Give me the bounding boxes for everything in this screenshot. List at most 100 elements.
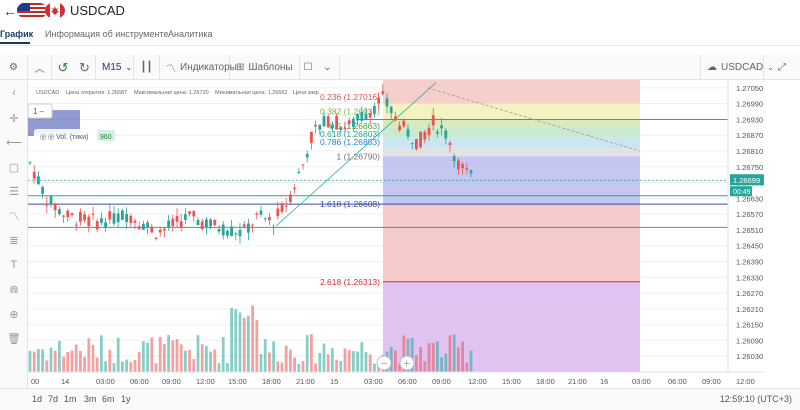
rectangle-tool-icon[interactable]: ▢ xyxy=(8,161,20,174)
price-chart[interactable]: 0.236 (1.27016)0.382 (1.26931)0.5 (1.268… xyxy=(27,80,764,388)
volume-bar xyxy=(326,354,330,372)
volume-bar xyxy=(230,307,233,372)
price-axis-label: 1.26150 xyxy=(736,321,763,330)
trend-line[interactable] xyxy=(275,82,437,227)
range-7d[interactable]: 7d xyxy=(48,394,59,404)
candle-body xyxy=(394,116,397,121)
candle-body xyxy=(158,229,162,233)
tab-instrument-info[interactable]: Информация об инструменте xyxy=(45,29,169,39)
chart-canvas[interactable]: 0.236 (1.27016)0.382 (1.26931)0.5 (1.268… xyxy=(27,80,764,388)
price-axis-label: 1.26510 xyxy=(736,226,763,235)
volume-bar xyxy=(347,350,351,372)
range-1m[interactable]: 1m xyxy=(64,394,77,404)
candle-body xyxy=(318,124,322,130)
time-axis-label: 09:00 xyxy=(702,377,721,386)
canada-flag-icon xyxy=(45,3,65,18)
volume-bar xyxy=(129,362,133,372)
volume-bar xyxy=(280,362,284,372)
price-axis-label: 1.26870 xyxy=(736,131,763,140)
tab-analytics[interactable]: Аналитика xyxy=(168,29,213,39)
candle-body xyxy=(74,224,78,226)
volume-bar xyxy=(444,353,448,372)
candles-type-icon[interactable]: ┃┃ xyxy=(134,55,160,80)
symbol-select[interactable]: ☁ USDCAD ⌄ xyxy=(700,55,774,80)
candle-body xyxy=(133,220,137,223)
tab-chart[interactable]: График xyxy=(0,29,34,39)
zoom-in-icon[interactable] xyxy=(399,355,415,371)
indicators-label: Индикаторы xyxy=(180,62,237,73)
volume-bar xyxy=(171,340,175,372)
text-tool-icon[interactable]: T xyxy=(10,259,18,271)
volume-bar xyxy=(49,347,53,372)
collapse-chevron-icon[interactable]: ︿ xyxy=(28,55,52,80)
fibonacci-tool-icon[interactable]: ≣ xyxy=(9,234,19,247)
line-tool-icon[interactable]: ⟵ xyxy=(6,136,22,149)
candle-body xyxy=(188,211,191,214)
volume-bar xyxy=(87,338,91,372)
timeframe-select[interactable]: M15 ⌄ xyxy=(96,55,134,80)
time-axis-label: 03:00 xyxy=(364,377,383,386)
time-axis-label: 03:00 xyxy=(96,377,115,386)
volume-bar xyxy=(461,341,464,372)
crosshair-icon[interactable]: ✛ xyxy=(9,112,19,125)
template-list-icon[interactable]: ☐ xyxy=(303,62,313,73)
more-chevron-icon[interactable]: ⌄ xyxy=(316,55,340,80)
trash-icon[interactable]: 🗑 xyxy=(7,332,21,345)
templates-button[interactable]: ⊞ Шаблоны xyxy=(230,55,300,80)
price-axis-label: 1.26090 xyxy=(736,336,763,345)
zoom-out-icon[interactable] xyxy=(376,355,392,371)
time-axis-label: 12:00 xyxy=(196,377,215,386)
candle-body xyxy=(108,211,112,220)
volume-bar xyxy=(184,350,187,372)
volume-bar xyxy=(179,344,183,372)
volume-bar xyxy=(146,342,149,372)
time-axis-label: 16 xyxy=(600,377,608,386)
candle-body xyxy=(91,213,95,215)
indicator-index-box[interactable] xyxy=(27,103,53,119)
candle-body xyxy=(200,221,204,230)
settings-gear-icon[interactable]: ⚙ xyxy=(0,55,28,80)
pattern-tool-icon[interactable]: 〽 xyxy=(8,211,20,223)
volume-indicator-value: 960 xyxy=(100,134,112,141)
volume-bar xyxy=(125,359,128,372)
volume-bar xyxy=(74,344,78,372)
legend-text: USDCAD xyxy=(36,90,59,96)
collapse-left-icon[interactable]: ‹ xyxy=(12,87,16,99)
volume-bar xyxy=(436,341,439,372)
candle-body xyxy=(41,186,44,194)
trend-line-dashed[interactable] xyxy=(427,87,641,152)
zoom-in-symbol: + xyxy=(404,358,410,370)
volume-bar xyxy=(415,355,418,372)
volume-bar xyxy=(238,312,242,372)
indicators-button[interactable]: 〽 Индикаторы xyxy=(160,55,237,80)
fib-zone xyxy=(383,127,640,138)
undo-icon[interactable]: ↺ xyxy=(57,59,69,75)
candle-body xyxy=(125,213,128,223)
countdown-label: 00:49 xyxy=(733,189,751,196)
volume-bar xyxy=(394,350,397,372)
fib-zone xyxy=(383,137,640,149)
range-1d[interactable]: 1d xyxy=(32,394,43,404)
range-6m[interactable]: 6m xyxy=(102,394,115,404)
zoom-in-icon[interactable]: ⊕ xyxy=(9,308,19,321)
volume-bar xyxy=(339,360,343,372)
volume-bar xyxy=(234,309,238,372)
drawing-tools-panel: ‹ ✛ ⟵ ▢ ☰ 〽 ≣ T ⋒ ⊕ 🗑 xyxy=(0,80,28,388)
magnet-icon[interactable]: ⋒ xyxy=(9,283,19,296)
candle-body xyxy=(427,127,431,136)
range-1y[interactable]: 1y xyxy=(121,394,131,404)
redo-icon[interactable]: ↻ xyxy=(74,55,96,80)
volume-bar xyxy=(452,334,456,372)
price-axis-label: 1.26810 xyxy=(736,147,763,156)
candle-body xyxy=(444,130,448,139)
current-price-label: 1.26699 xyxy=(733,176,760,185)
fib-zone xyxy=(383,103,640,120)
channel-tool-icon[interactable]: ☰ xyxy=(9,185,19,198)
range-3m[interactable]: 3m xyxy=(84,394,97,404)
fullscreen-icon[interactable]: ⤢ xyxy=(778,62,786,73)
back-arrow-icon[interactable]: ← xyxy=(3,3,17,19)
volume-bar xyxy=(196,335,200,372)
volume-bar xyxy=(104,361,107,372)
volume-bar xyxy=(70,350,74,372)
volume-bar xyxy=(167,334,170,372)
